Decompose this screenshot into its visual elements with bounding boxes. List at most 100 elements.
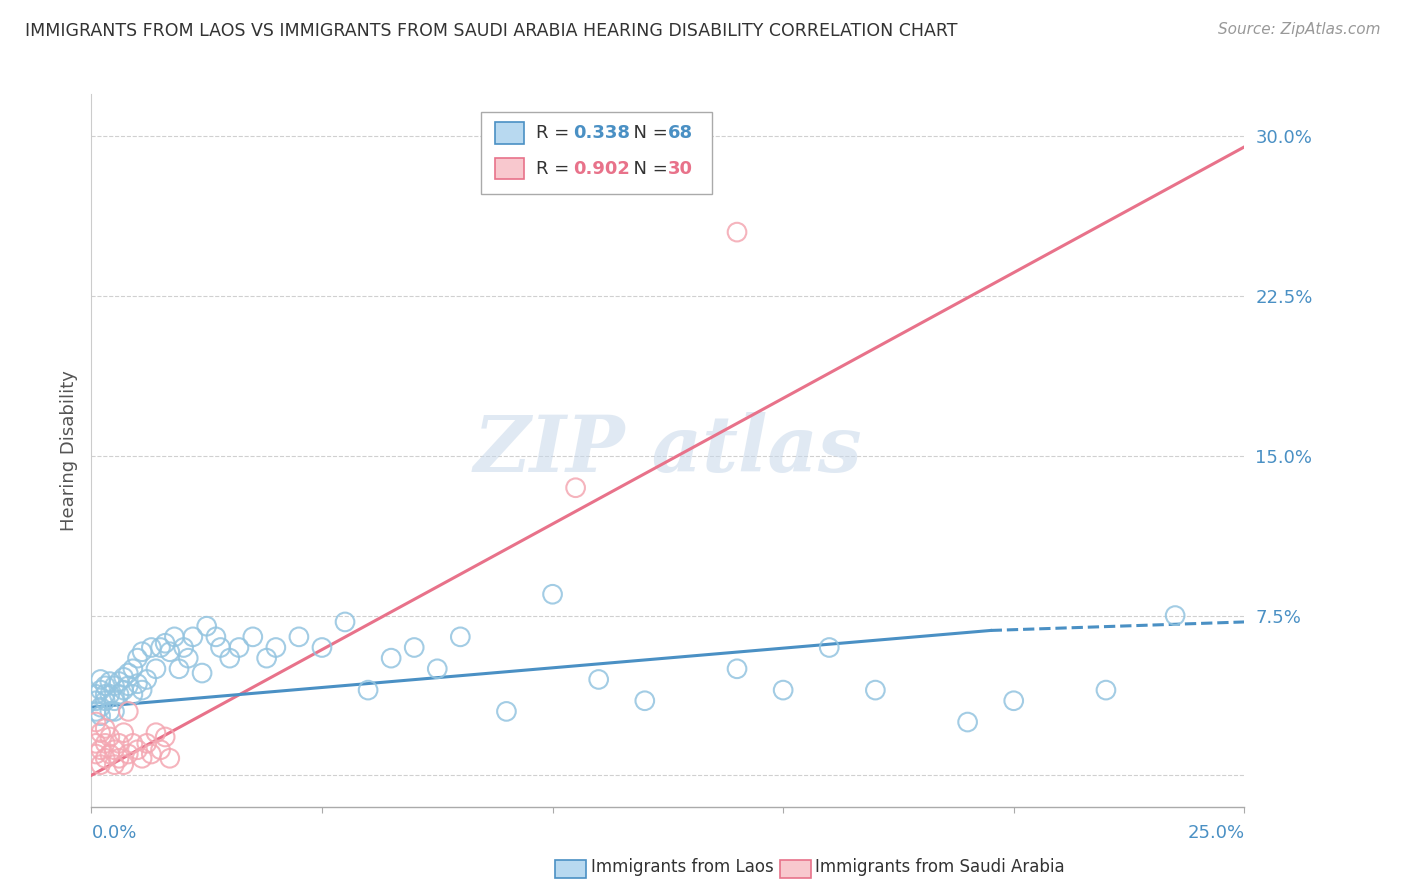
Point — [108, 736, 131, 750]
Point — [404, 640, 426, 655]
Point — [84, 736, 107, 750]
Point — [127, 676, 149, 690]
Point — [117, 747, 139, 761]
Point — [311, 640, 333, 655]
Point — [173, 640, 195, 655]
Point — [564, 481, 586, 495]
Point — [108, 687, 131, 701]
Point — [103, 679, 125, 693]
Point — [725, 225, 748, 239]
Point — [90, 673, 112, 687]
Text: R =: R = — [537, 124, 575, 142]
Point — [141, 640, 163, 655]
Point — [159, 645, 181, 659]
Point — [242, 630, 264, 644]
Point — [94, 694, 117, 708]
Text: Source: ZipAtlas.com: Source: ZipAtlas.com — [1218, 22, 1381, 37]
Point — [84, 747, 107, 761]
Point — [90, 683, 112, 698]
Text: 30: 30 — [668, 160, 693, 178]
Point — [98, 674, 121, 689]
Point — [122, 662, 145, 676]
Point — [94, 679, 117, 693]
Point — [541, 587, 564, 601]
Point — [112, 683, 135, 698]
Point — [122, 687, 145, 701]
Point — [98, 747, 121, 761]
Text: N =: N = — [621, 160, 673, 178]
Point — [1002, 694, 1025, 708]
Point — [149, 743, 172, 757]
Point — [135, 673, 157, 687]
Point — [103, 743, 125, 757]
Point — [145, 725, 167, 739]
Point — [117, 705, 139, 719]
Point — [149, 640, 172, 655]
Text: 0.0%: 0.0% — [91, 824, 136, 842]
Point — [181, 630, 204, 644]
Point — [588, 673, 610, 687]
Point — [117, 666, 139, 681]
Point — [159, 751, 181, 765]
Point — [94, 751, 117, 765]
Text: Immigrants from Laos: Immigrants from Laos — [591, 858, 773, 876]
Point — [98, 730, 121, 744]
Point — [84, 694, 107, 708]
Point — [772, 683, 794, 698]
Point — [122, 736, 145, 750]
Point — [163, 630, 186, 644]
Point — [90, 743, 112, 757]
Point — [333, 615, 356, 629]
Point — [264, 640, 287, 655]
Text: Immigrants from Saudi Arabia: Immigrants from Saudi Arabia — [815, 858, 1066, 876]
Point — [127, 743, 149, 757]
Point — [865, 683, 887, 698]
Point — [818, 640, 841, 655]
Point — [725, 662, 748, 676]
Point — [177, 651, 200, 665]
Point — [380, 651, 402, 665]
Point — [127, 651, 149, 665]
Point — [205, 630, 228, 644]
Point — [426, 662, 449, 676]
Point — [228, 640, 250, 655]
Point — [103, 705, 125, 719]
Point — [90, 725, 112, 739]
Point — [98, 705, 121, 719]
Point — [167, 662, 190, 676]
Point — [117, 679, 139, 693]
Point — [90, 700, 112, 714]
Point — [108, 751, 131, 765]
Text: 0.338: 0.338 — [574, 124, 630, 142]
Text: 0.902: 0.902 — [574, 160, 630, 178]
Point — [90, 757, 112, 772]
Point — [209, 640, 232, 655]
FancyBboxPatch shape — [495, 158, 524, 179]
Point — [94, 736, 117, 750]
Point — [141, 747, 163, 761]
Point — [131, 683, 153, 698]
Point — [84, 705, 107, 719]
Text: 25.0%: 25.0% — [1187, 824, 1244, 842]
Point — [112, 670, 135, 684]
Text: R =: R = — [537, 160, 575, 178]
Point — [103, 757, 125, 772]
Point — [135, 736, 157, 750]
FancyBboxPatch shape — [495, 122, 524, 144]
Point — [1164, 608, 1187, 623]
Y-axis label: Hearing Disability: Hearing Disability — [59, 370, 77, 531]
Point — [145, 662, 167, 676]
Text: ZIP atlas: ZIP atlas — [474, 412, 862, 489]
Point — [1095, 683, 1118, 698]
Text: 68: 68 — [668, 124, 693, 142]
Point — [84, 714, 107, 729]
Point — [256, 651, 278, 665]
Point — [153, 730, 176, 744]
Point — [94, 687, 117, 701]
Point — [191, 666, 214, 681]
Point — [84, 687, 107, 701]
Point — [956, 714, 979, 729]
Point — [357, 683, 380, 698]
Point — [495, 705, 517, 719]
Point — [634, 694, 657, 708]
